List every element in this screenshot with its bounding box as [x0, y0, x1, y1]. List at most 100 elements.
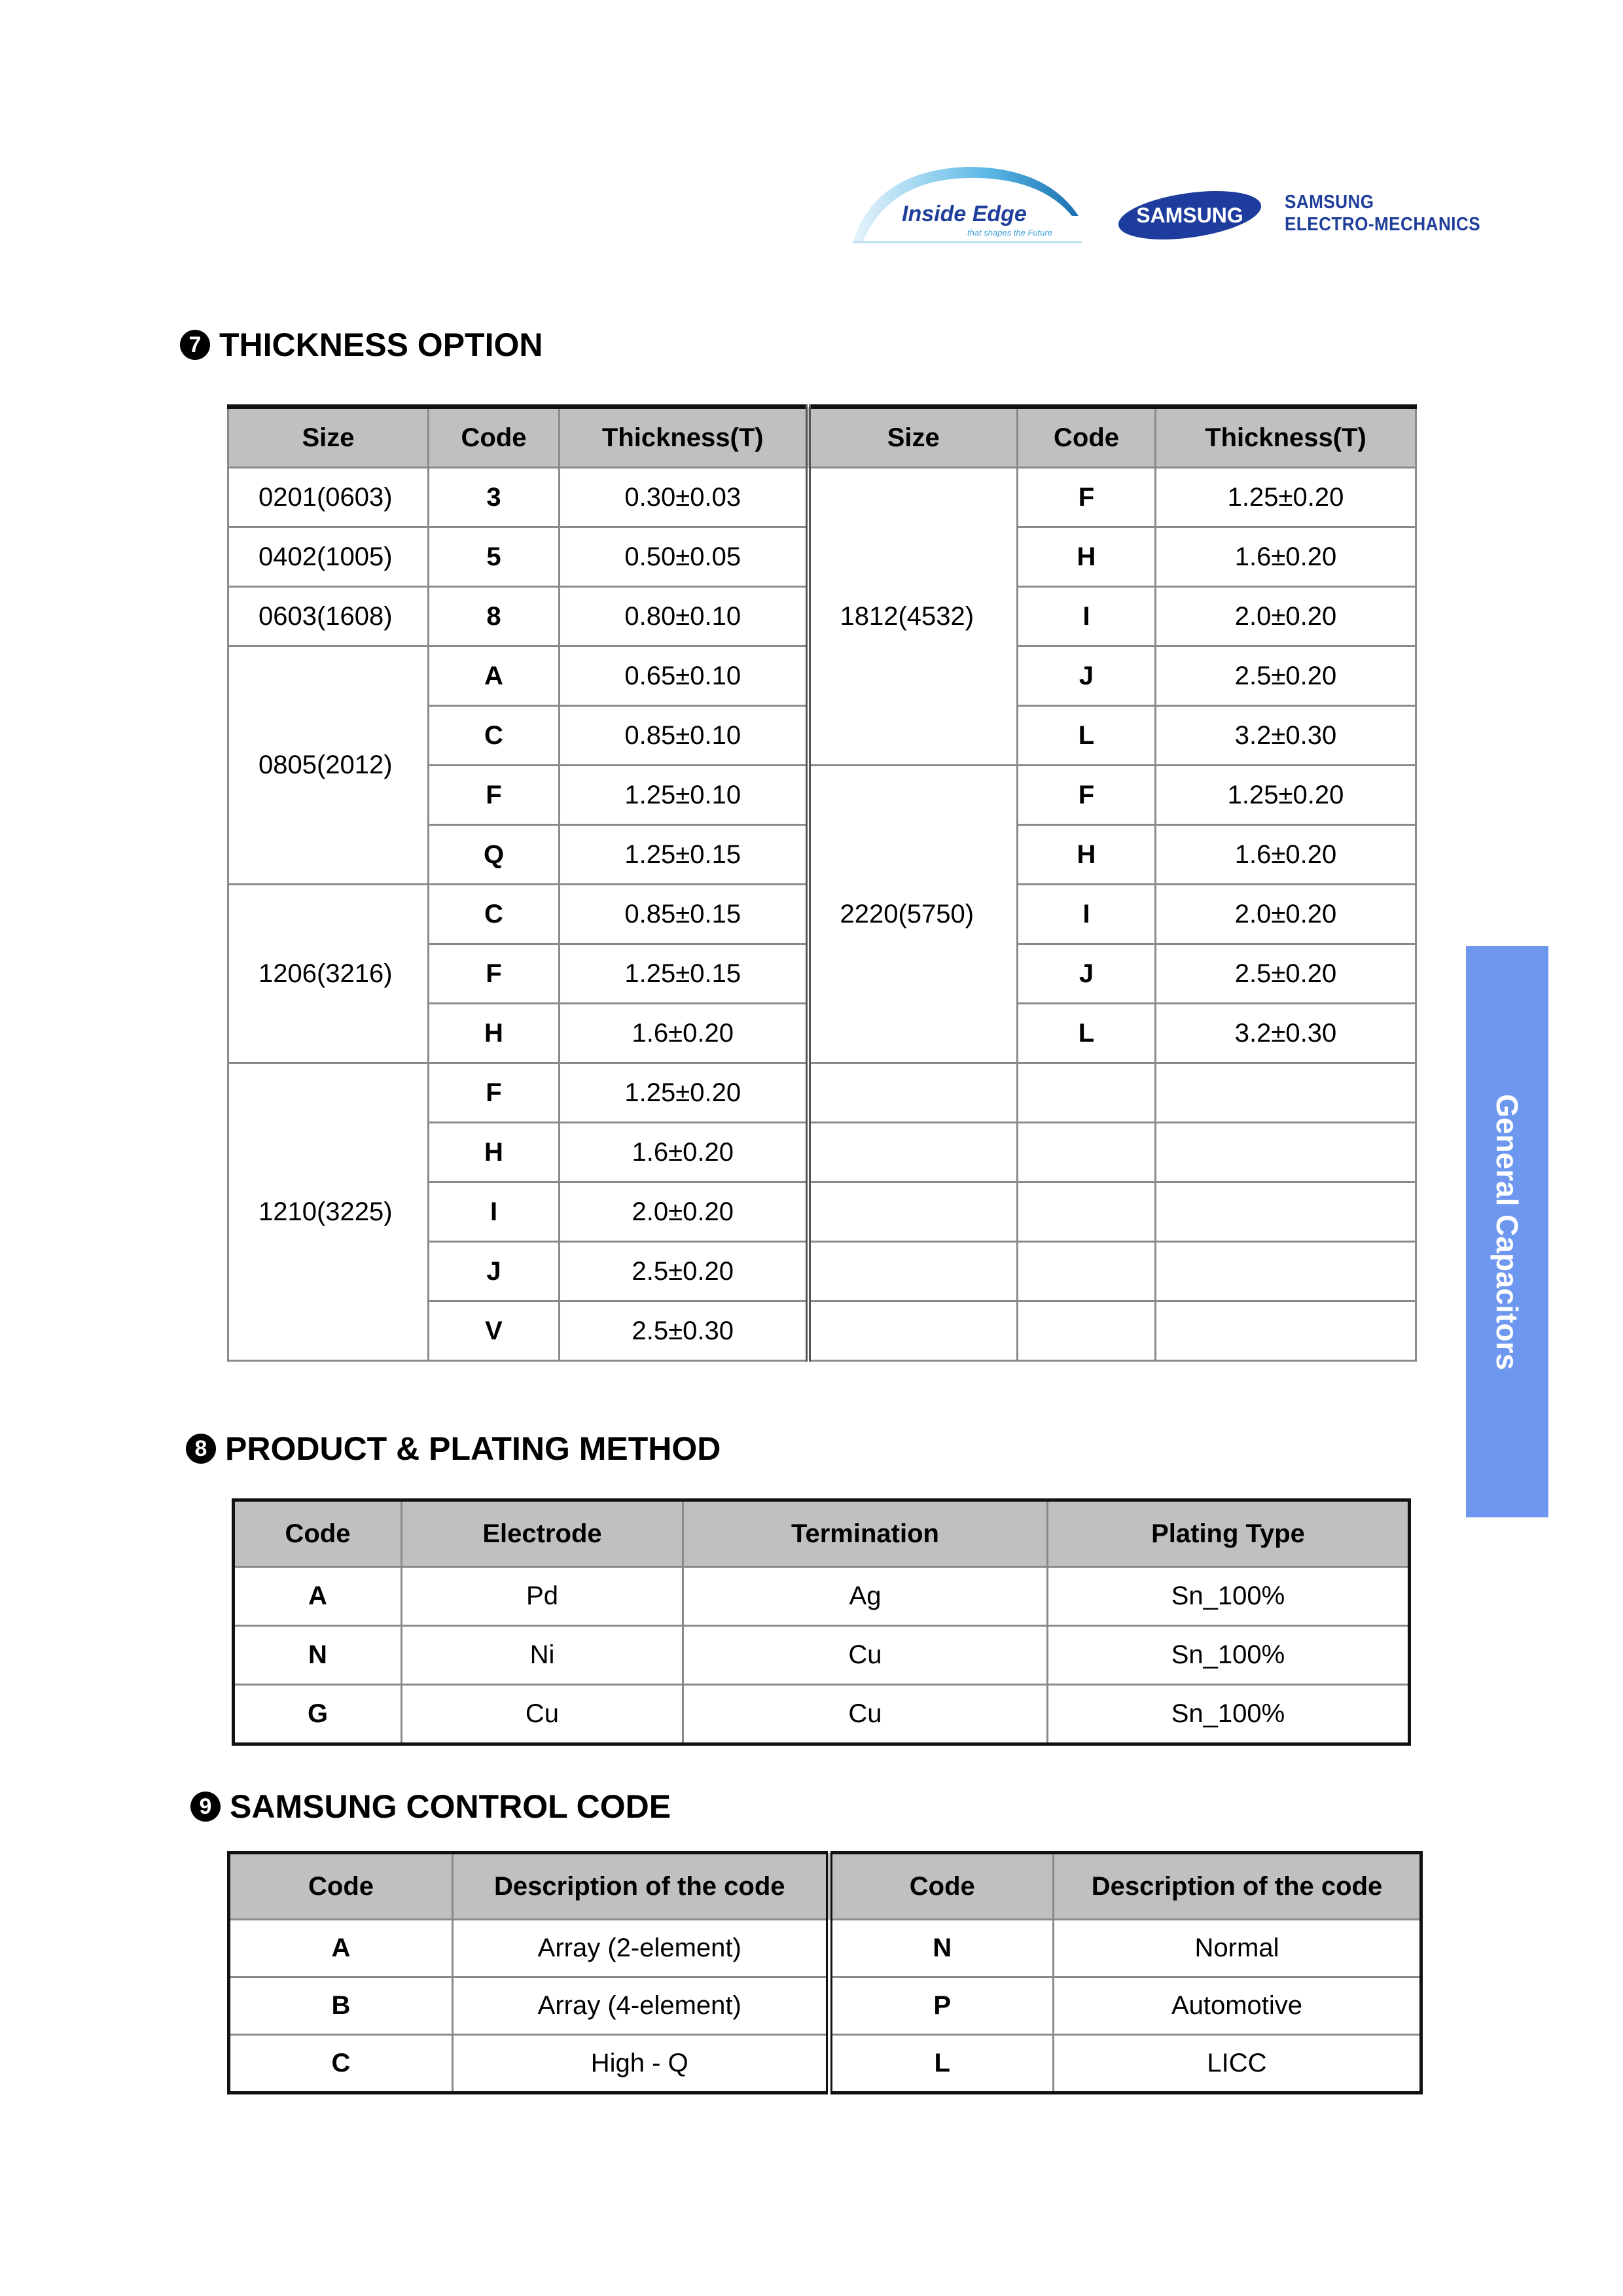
plating-type-cell: Sn_100% — [1046, 1625, 1410, 1686]
code-cell: L — [1016, 1002, 1156, 1064]
thickness-cell: 1.25±0.20 — [558, 1062, 809, 1123]
thickness-cell: 3.2±0.30 — [1154, 705, 1417, 766]
code-cell: 3 — [427, 467, 560, 528]
table-row: C High - Q L LICC — [228, 2034, 1422, 2094]
electrode-cell: Cu — [401, 1684, 684, 1745]
section-number-badge: 8 — [186, 1434, 216, 1464]
description-cell: High - Q — [452, 2034, 830, 2094]
column-header: Code — [427, 406, 560, 468]
code-cell: H — [1016, 824, 1156, 885]
size-cell: 0603(1608) — [227, 586, 429, 647]
code-cell: N — [232, 1625, 402, 1686]
table-row: 1206(3216) C 0.85±0.15 I 2.0±0.20 — [227, 883, 1417, 1064]
column-header: Description of the code — [452, 1852, 830, 1920]
table-row: H 1.6±0.20 — [228, 1122, 1417, 1183]
code-cell: A — [427, 645, 560, 707]
thickness-option-table: Size Code Thickness(T) Size Code Thickness(T)… — [227, 404, 1417, 1362]
code-cell: C — [228, 2034, 454, 2094]
code-cell: J — [1016, 943, 1156, 1004]
table-row: J 2.5±0.20 — [228, 1241, 1417, 1302]
thickness-cell: 1.6±0.20 — [558, 1122, 809, 1183]
empty-cell — [1154, 1300, 1417, 1362]
code-cell: I — [427, 1181, 560, 1243]
thickness-cell: 2.5±0.20 — [1154, 943, 1417, 1004]
electrode-cell: Ni — [401, 1625, 684, 1686]
plating-type-cell: Sn_100% — [1046, 1566, 1410, 1627]
termination-cell: Cu — [682, 1625, 1048, 1686]
empty-cell — [805, 1300, 1018, 1362]
code-cell: C — [427, 705, 560, 766]
general-capacitors-tab: General Capacitors — [1466, 946, 1548, 1517]
code-cell: 8 — [427, 586, 560, 647]
section-title: THICKNESS OPTION — [219, 327, 543, 363]
thickness-cell: 2.5±0.20 — [1154, 645, 1417, 707]
column-header: Code — [228, 1852, 454, 1920]
code-cell: F — [427, 1062, 560, 1123]
code-cell: C — [427, 883, 560, 945]
size-cell: 1812(4532) — [805, 467, 1018, 766]
code-cell: H — [1016, 526, 1156, 588]
svg-text:that shapes the Future: that shapes the Future — [967, 228, 1052, 238]
table-row: 0201(0603) 3 0.30±0.03 1812(4532) F 1.25±0.20 — [227, 467, 1417, 766]
empty-cell — [1154, 1122, 1417, 1183]
thickness-cell: 1.25±0.20 — [1154, 764, 1417, 826]
code-cell: G — [232, 1684, 402, 1745]
svg-text:Inside Edge: Inside Edge — [902, 202, 1027, 226]
column-header: Code — [232, 1499, 402, 1568]
description-cell: Normal — [1052, 1918, 1422, 1978]
code-cell: H — [427, 1122, 560, 1183]
section-title: PRODUCT & PLATING METHOD — [225, 1430, 721, 1467]
code-cell: A — [228, 1918, 454, 1978]
control-code-heading: 9 SAMSUNG CONTROL CODE — [190, 1788, 671, 1826]
description-cell: Array (2-element) — [452, 1918, 830, 1978]
table-row: N Ni Cu Sn_100% — [232, 1625, 1410, 1686]
company-name: SAMSUNG ELECTRO-MECHANICS — [1285, 191, 1480, 236]
empty-cell — [805, 1062, 1018, 1123]
thickness-cell: 0.30±0.03 — [558, 467, 809, 528]
section-number-badge: 7 — [180, 330, 210, 360]
code-cell: H — [427, 1002, 560, 1064]
control-code-table: Code Description of the code Code Descripti… — [227, 1851, 1423, 2094]
column-header: Electrode — [401, 1499, 684, 1568]
plating-method-heading: 8 PRODUCT & PLATING METHOD — [186, 1430, 721, 1468]
code-cell: V — [427, 1300, 560, 1362]
column-header: Description of the code — [1052, 1852, 1422, 1920]
thickness-option-heading: 7 THICKNESS OPTION — [180, 326, 543, 364]
thickness-cell: 2.5±0.30 — [558, 1300, 809, 1362]
empty-cell — [1016, 1241, 1156, 1302]
table-row: G Cu Cu Sn_100% — [232, 1684, 1410, 1745]
table-row: B Array (4-element) P Automotive — [228, 1976, 1422, 2036]
thickness-cell: 1.25±0.15 — [558, 824, 809, 885]
thickness-cell: 1.6±0.20 — [1154, 824, 1417, 885]
empty-cell — [1016, 1181, 1156, 1243]
column-header: Size — [805, 406, 1018, 468]
table-row: C 0.85±0.10 L 3.2±0.30 — [228, 705, 1417, 766]
thickness-cell: 0.65±0.10 — [558, 645, 809, 707]
code-cell: A — [232, 1566, 402, 1627]
termination-cell: Cu — [682, 1684, 1048, 1745]
table-row: A Array (2-element) N Normal — [228, 1918, 1422, 1978]
table-row: H 1.6±0.20 L 3.2±0.30 — [228, 1002, 1417, 1064]
column-header: Plating Type — [1046, 1499, 1410, 1568]
code-cell: P — [825, 1976, 1054, 2036]
code-cell: F — [1016, 764, 1156, 826]
thickness-cell: 0.85±0.10 — [558, 705, 809, 766]
thickness-cell: 1.25±0.10 — [558, 764, 809, 826]
company-name-line2: ELECTRO-MECHANICS — [1285, 214, 1481, 235]
svg-text:SAMSUNG: SAMSUNG — [1136, 203, 1243, 227]
empty-cell — [1016, 1122, 1156, 1183]
section-title: SAMSUNG CONTROL CODE — [230, 1788, 671, 1825]
samsung-logo: SAMSUNG — [1118, 191, 1262, 239]
table-row: 0603(1608) 8 0.80±0.10 I 2.0±0.20 — [227, 586, 1417, 647]
size-cell: 0402(1005) — [227, 526, 429, 588]
description-cell: Automotive — [1052, 1976, 1422, 2036]
thickness-cell: 3.2±0.30 — [1154, 1002, 1417, 1064]
thickness-cell: 0.85±0.15 — [558, 883, 809, 945]
column-header: Code — [825, 1852, 1054, 1920]
code-cell: N — [825, 1918, 1054, 1978]
column-header: Thickness(T) — [558, 406, 809, 468]
code-cell: Q — [427, 824, 560, 885]
table-row: A Pd Ag Sn_100% — [232, 1566, 1410, 1627]
code-cell: J — [1016, 645, 1156, 707]
empty-cell — [1154, 1062, 1417, 1123]
